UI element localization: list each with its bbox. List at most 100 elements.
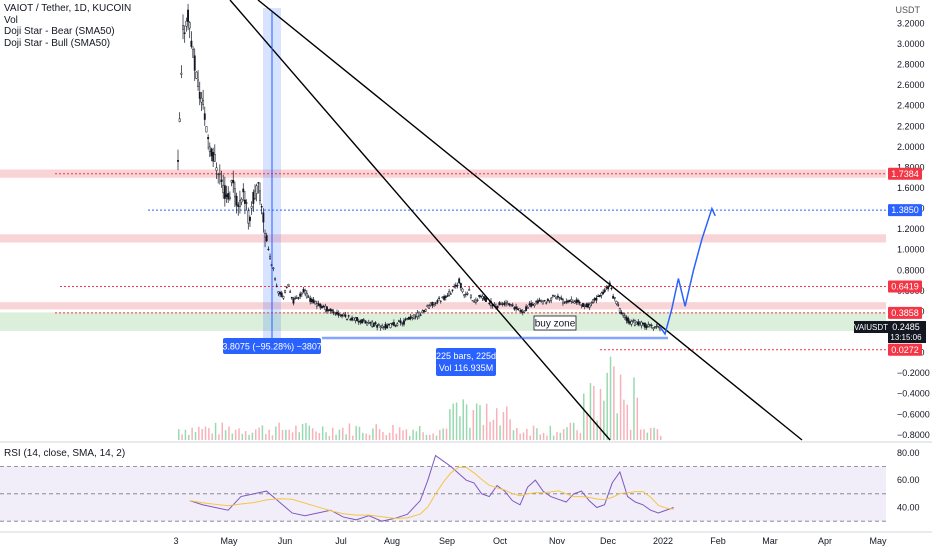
volume-bar [412, 429, 414, 440]
candle-body [585, 303, 588, 308]
zone-support-3 [0, 312, 886, 331]
current-symbol-tag [854, 321, 888, 334]
candle-body [183, 32, 186, 34]
candle-body [324, 305, 327, 310]
volume-bar [191, 427, 193, 440]
candle-body [464, 293, 467, 295]
candle-body [525, 306, 528, 311]
bear-indicator-legend[interactable]: Doji Star - Bear (SMA50) [4, 26, 115, 37]
candle-body [578, 301, 581, 304]
volume-bar [318, 432, 321, 440]
candle-body [195, 71, 198, 79]
volume-bar [646, 432, 649, 440]
candle-body [541, 301, 544, 305]
candle-body [359, 320, 362, 323]
time-tick-label: Jul [335, 536, 347, 546]
candle-body [570, 299, 573, 302]
candle-body [572, 301, 574, 303]
volume-bar [415, 431, 418, 440]
candle-body [538, 299, 541, 302]
time-axis[interactable]: 3 May Jun Jul Aug Sep Oct Nov Dec 2022 Feb Mar Apr Ma… [0, 531, 932, 546]
candle-body [623, 315, 626, 318]
candle-body [255, 185, 258, 194]
time-tick-label: 3 [173, 536, 178, 546]
price-tick-label: −0.2000 [897, 368, 930, 378]
volume-bar [603, 400, 605, 440]
candle-body [546, 298, 549, 301]
time-tick-label: Sep [439, 536, 455, 546]
candle-body [277, 291, 280, 294]
candle-body [367, 321, 370, 324]
rsi-tick-label: 40.00 [897, 503, 920, 513]
candle-body [282, 296, 285, 299]
candle-body [322, 305, 325, 308]
candle-body [346, 319, 348, 321]
candle-body [185, 20, 188, 27]
rsi-legend[interactable]: RSI (14, close, SMA, 14, 2) [4, 448, 126, 459]
candle-body [327, 309, 330, 311]
volume-bar [178, 429, 180, 440]
rsi-tick-label: 80.00 [897, 448, 920, 458]
time-tick-label: Nov [549, 536, 566, 546]
buy-zone-box [533, 315, 577, 331]
volume-bar [556, 432, 558, 440]
volume-bar [368, 434, 371, 440]
candle-body [645, 325, 648, 329]
vol-legend[interactable]: Vol [4, 14, 18, 26]
volume-bar [636, 397, 639, 440]
time-tick-label: 2022 [653, 536, 673, 546]
volume-bar [295, 425, 297, 440]
candle-body [397, 320, 400, 322]
candle-body [208, 146, 211, 152]
volume-bar [254, 429, 257, 440]
candle-body [575, 299, 578, 303]
price-axis-background [886, 0, 932, 550]
candle-body [423, 309, 425, 312]
price-tick-label: 1.6000 [897, 183, 925, 193]
candle-body [523, 310, 526, 313]
volume-bar [559, 432, 562, 440]
candle-body [245, 202, 248, 204]
candle-body [454, 284, 457, 287]
zone-resistance-1 [0, 234, 886, 243]
candle-body [349, 318, 352, 321]
bull-indicator-legend[interactable]: Doji Star - Bull (SMA50) [4, 37, 111, 49]
candle-body [506, 302, 509, 306]
volume-bar [251, 432, 254, 440]
candle-body [320, 306, 323, 309]
volume-bar [308, 425, 311, 440]
rsi-tick-label: 60.00 [897, 475, 920, 485]
symbol-title[interactable]: VAIOT / Tether, 1D, KUCOIN [4, 3, 132, 14]
candle-body [317, 303, 320, 306]
candle-body [242, 188, 245, 193]
price-tick-label: −0.8000 [897, 430, 930, 440]
candle-body [377, 324, 380, 326]
candle-body [379, 326, 382, 328]
volume-bar [495, 408, 498, 440]
volume-bar [275, 426, 277, 440]
candle-body [249, 217, 251, 221]
candle-body [232, 179, 235, 184]
volume-bar [224, 430, 227, 440]
volume-bar [298, 432, 300, 440]
candle-body [441, 296, 444, 299]
candle-body [428, 305, 430, 309]
volume-bar [459, 416, 461, 440]
candle-body [521, 311, 524, 313]
zone-layer [0, 8, 886, 351]
volume-bar [194, 432, 197, 440]
volume-bar [422, 432, 424, 440]
time-tick-label: May [220, 536, 238, 546]
candle-body [272, 267, 275, 269]
candle-body [513, 307, 516, 310]
candle-body [413, 314, 415, 319]
volume-bar [482, 424, 485, 440]
price-axis[interactable]: USDT 3.2000 3.0000 2.8000 2.6000 2.4000 2.2000… [854, 0, 932, 550]
candle-body [307, 296, 310, 298]
volume-bar [348, 423, 351, 440]
candle-body [593, 297, 596, 301]
volume-bar [629, 429, 632, 440]
candle-body [613, 297, 616, 299]
volume-bar [405, 429, 408, 440]
